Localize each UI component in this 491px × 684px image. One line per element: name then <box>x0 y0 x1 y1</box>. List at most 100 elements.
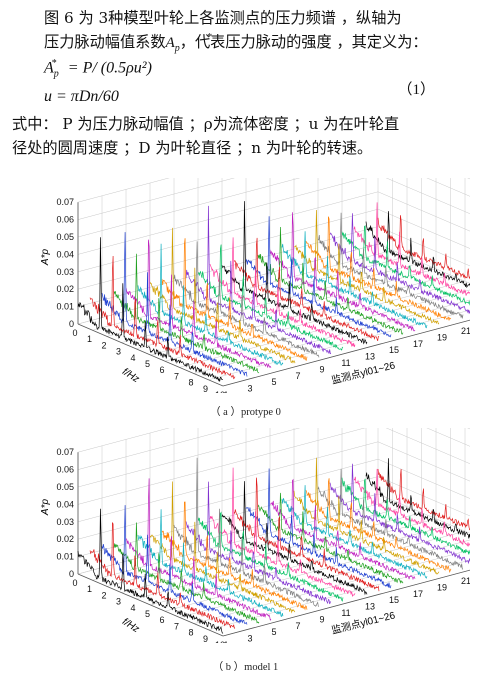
series-line-25 <box>365 211 470 289</box>
gridline <box>378 428 470 434</box>
series-line-23 <box>341 225 470 306</box>
gridline <box>77 428 366 505</box>
series-line-15 <box>245 468 392 589</box>
gridline <box>77 178 366 255</box>
gridline <box>77 428 170 453</box>
series-line-8 <box>161 501 308 611</box>
gridline <box>426 428 470 447</box>
z-tick-label: 0.03 <box>56 267 74 277</box>
f-axis <box>77 573 224 637</box>
series-line-22 <box>329 213 470 314</box>
z-tick-label: 0.03 <box>56 517 74 527</box>
gridline <box>77 178 170 203</box>
gridline <box>77 428 301 488</box>
monitor-tick-label: 11 <box>341 358 350 368</box>
monitor-tick-label: 1 <box>223 390 228 393</box>
series-line-5 <box>125 478 272 621</box>
series-line-17 <box>269 212 416 332</box>
para2-line2: 径处的圆周速度 ；D 为叶轮直径 ；n 为叶轮的转速。 <box>12 139 373 157</box>
monitor-tick-label: 11 <box>341 608 350 618</box>
gridline <box>385 428 470 465</box>
gridline <box>426 178 470 197</box>
gridline <box>164 280 466 362</box>
monitor-tick-label: 21 <box>461 326 470 336</box>
series-line-6 <box>137 509 284 617</box>
gridline <box>377 458 470 499</box>
axes <box>77 202 470 387</box>
series-line-1 <box>77 508 224 634</box>
monitor-axis <box>222 569 470 637</box>
series-line-5 <box>125 239 272 368</box>
tick-labels: 00.010.020.030.040.050.060.0701234567891… <box>56 447 470 643</box>
f-tick-label: 3 <box>116 597 121 607</box>
gridline <box>77 178 301 238</box>
z-tick-label: 0 <box>69 569 74 579</box>
para1-line1: 图 6 为 3种模型叶轮上各监测点的压力频谱 ，纵轴为 <box>44 9 402 27</box>
f-tick-label: 2 <box>101 340 106 350</box>
gridline <box>77 178 235 220</box>
series-line-13 <box>221 201 368 345</box>
figure-b-waterfall-chart: 00.010.020.030.040.050.060.0701234567891… <box>40 428 470 643</box>
figure-b-caption: （ b ）model 1 <box>212 662 279 673</box>
z-tick-label: 0.04 <box>56 499 74 509</box>
gridline <box>77 458 379 540</box>
figure-a-waterfall-chart: 00.010.020.030.040.050.060.0701234567891… <box>40 178 470 393</box>
monitor-tick-label: 15 <box>389 595 399 605</box>
z-axis-label: A*p <box>40 249 51 267</box>
series-line-13 <box>221 481 368 596</box>
f-tick-label: 7 <box>174 371 179 381</box>
series-line-4 <box>113 522 260 624</box>
series-line-25 <box>365 458 470 539</box>
gridline <box>135 518 437 600</box>
gridline <box>467 178 470 180</box>
series-line-17 <box>270 478 416 581</box>
series-line-3 <box>101 232 248 377</box>
gridline <box>77 493 379 575</box>
f-tick-label: 6 <box>159 615 164 625</box>
series-line-9 <box>173 457 320 607</box>
f-tick-label: 4 <box>130 353 135 363</box>
series-line-16 <box>257 492 404 584</box>
series-line-12 <box>209 467 356 598</box>
f-tick-label: 8 <box>188 378 193 388</box>
series-line-9 <box>173 241 320 358</box>
gridline <box>193 299 470 374</box>
monitor-tick-label: 5 <box>271 377 276 387</box>
monitor-tick-label: 19 <box>437 332 447 342</box>
z-tick-label: 0.05 <box>56 482 74 492</box>
gridline <box>179 539 470 618</box>
series-line-4 <box>113 253 260 374</box>
symbol-A: Ap * <box>165 32 212 55</box>
monitor-tick-label: 3 <box>247 634 252 643</box>
monitor-tick-label: 5 <box>271 627 276 637</box>
monitor-tick-label: 1 <box>223 640 228 643</box>
equation-1: Ap* = P/ (0.5ρu²) <box>44 58 152 80</box>
series-line-14 <box>233 477 380 592</box>
z-tick-label: 0.07 <box>56 447 74 457</box>
equation-number: （1） <box>397 82 435 98</box>
f-axis <box>77 323 224 387</box>
series-line-8 <box>161 238 308 361</box>
f-tick-label: 9 <box>203 634 208 643</box>
series-line-14 <box>233 237 380 342</box>
para2-line1: 式中： P 为压力脉动幅值 ；ρ为流体密度 ；u 为在叶轮直 <box>12 115 400 133</box>
series-line-6 <box>137 243 284 366</box>
series-line-2 <box>89 255 236 380</box>
series-line-19 <box>293 209 440 325</box>
z-tick-label: 0.04 <box>56 249 74 259</box>
f-tick-label: 0 <box>72 578 77 588</box>
z-tick-label: 0.06 <box>56 215 74 225</box>
gridline <box>121 512 422 593</box>
gridline <box>150 524 451 606</box>
z-axis-label: A*p <box>40 499 51 517</box>
monitor-tick-label: 9 <box>319 614 324 624</box>
series-line-15 <box>245 216 392 338</box>
series-line-21 <box>317 468 464 570</box>
gridline <box>378 178 470 184</box>
series-line-20 <box>305 478 452 574</box>
monitor-tick-label: 13 <box>365 352 375 362</box>
gridline <box>193 549 470 624</box>
gridline <box>377 226 470 267</box>
z-tick-label: 0 <box>69 319 74 329</box>
f-tick-label: 10 <box>215 390 225 393</box>
